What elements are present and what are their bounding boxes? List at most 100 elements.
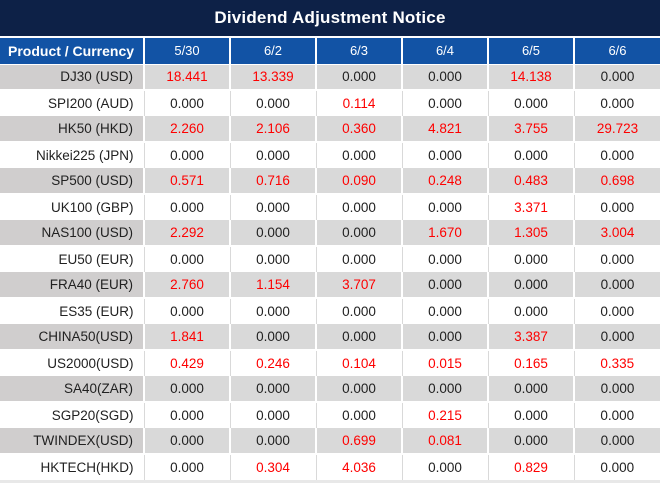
value-cell: 0.000 xyxy=(144,428,231,455)
value-cell: 0.000 xyxy=(488,90,575,116)
value-cell: 0.000 xyxy=(402,142,489,168)
product-cell: DJ30 (USD) xyxy=(0,64,145,91)
value-cell: 0.429 xyxy=(144,350,231,376)
product-cell: SA40(ZAR) xyxy=(0,376,145,403)
value-cell: 0.000 xyxy=(316,142,403,168)
value-cell: 0.000 xyxy=(574,402,660,428)
value-cell: 0.114 xyxy=(316,90,403,116)
value-cell: 0.000 xyxy=(488,142,575,168)
value-cell: 0.000 xyxy=(488,428,575,455)
value-cell: 0.000 xyxy=(230,142,317,168)
value-cell: 0.015 xyxy=(402,350,489,376)
value-cell: 3.387 xyxy=(488,324,575,351)
value-cell: 18.441 xyxy=(144,64,231,91)
value-cell: 1.841 xyxy=(144,324,231,351)
table-row: HKTECH(HKD) 0.000 0.304 4.036 0.000 0.829 0.00… xyxy=(0,454,660,480)
value-cell: 0.000 xyxy=(402,324,489,351)
value-cell: 0.000 xyxy=(144,194,231,220)
table-row: DJ30 (USD) 18.441 13.339 0.000 0.000 14.138 0.… xyxy=(0,64,660,91)
value-cell: 1.670 xyxy=(402,220,489,247)
value-cell: 0.000 xyxy=(230,90,317,116)
dividend-table: Product / Currency 5/30 6/2 6/3 6/4 6/5 6/6 D… xyxy=(0,36,660,480)
table-row: US2000(USD) 0.429 0.246 0.104 0.015 0.165 0.33… xyxy=(0,350,660,376)
value-cell: 0.000 xyxy=(144,90,231,116)
value-cell: 0.000 xyxy=(574,324,660,351)
column-header-date: 6/3 xyxy=(316,36,403,65)
product-cell: US2000(USD) xyxy=(0,350,145,376)
value-cell: 0.000 xyxy=(144,376,231,403)
value-cell: 0.000 xyxy=(316,220,403,247)
value-cell: 0.000 xyxy=(316,64,403,91)
value-cell: 2.760 xyxy=(144,272,231,299)
value-cell: 1.154 xyxy=(230,272,317,299)
value-cell: 1.305 xyxy=(488,220,575,247)
value-cell: 3.371 xyxy=(488,194,575,220)
bottom-edge-strip xyxy=(0,480,660,483)
value-cell: 0.000 xyxy=(144,402,231,428)
value-cell: 13.339 xyxy=(230,64,317,91)
column-header-date: 6/6 xyxy=(574,36,660,65)
notice-title: Dividend Adjustment Notice xyxy=(0,0,660,36)
value-cell: 0.000 xyxy=(230,428,317,455)
column-header-date: 6/2 xyxy=(230,36,317,65)
table-row: TWINDEX(USD) 0.000 0.000 0.699 0.081 0.000 0.0… xyxy=(0,428,660,455)
value-cell: 0.000 xyxy=(574,428,660,455)
value-cell: 0.000 xyxy=(488,272,575,299)
column-header-date: 6/4 xyxy=(402,36,489,65)
value-cell: 0.000 xyxy=(488,402,575,428)
value-cell: 3.004 xyxy=(574,220,660,247)
column-header-date: 6/5 xyxy=(488,36,575,65)
table-row: SA40(ZAR) 0.000 0.000 0.000 0.000 0.000 0.000 xyxy=(0,376,660,403)
value-cell: 0.246 xyxy=(230,350,317,376)
value-cell: 0.000 xyxy=(574,64,660,91)
value-cell: 3.755 xyxy=(488,116,575,143)
value-cell: 0.335 xyxy=(574,350,660,376)
product-cell: HK50 (HKD) xyxy=(0,116,145,143)
value-cell: 0.000 xyxy=(230,246,317,272)
column-header-date: 5/30 xyxy=(144,36,231,65)
value-cell: 0.000 xyxy=(402,376,489,403)
value-cell: 0.000 xyxy=(230,298,317,324)
value-cell: 0.000 xyxy=(574,376,660,403)
value-cell: 14.138 xyxy=(488,64,575,91)
product-cell: SP500 (USD) xyxy=(0,168,145,195)
value-cell: 0.000 xyxy=(230,376,317,403)
value-cell: 0.000 xyxy=(402,272,489,299)
value-cell: 0.000 xyxy=(144,454,231,480)
table-row: ES35 (EUR) 0.000 0.000 0.000 0.000 0.000 0.000 xyxy=(0,298,660,324)
value-cell: 0.000 xyxy=(574,454,660,480)
table-row: SP500 (USD) 0.571 0.716 0.090 0.248 0.483 0.69… xyxy=(0,168,660,195)
value-cell: 0.829 xyxy=(488,454,575,480)
value-cell: 4.821 xyxy=(402,116,489,143)
value-cell: 0.000 xyxy=(316,246,403,272)
table-header-row: Product / Currency 5/30 6/2 6/3 6/4 6/5 6/6 xyxy=(0,36,660,65)
value-cell: 3.707 xyxy=(316,272,403,299)
table-row: EU50 (EUR) 0.000 0.000 0.000 0.000 0.000 0.000 xyxy=(0,246,660,272)
value-cell: 0.000 xyxy=(230,220,317,247)
product-cell: SGP20(SGD) xyxy=(0,402,145,428)
value-cell: 0.000 xyxy=(402,454,489,480)
value-cell: 0.104 xyxy=(316,350,403,376)
product-cell: HKTECH(HKD) xyxy=(0,454,145,480)
value-cell: 0.000 xyxy=(402,90,489,116)
value-cell: 0.698 xyxy=(574,168,660,195)
value-cell: 2.292 xyxy=(144,220,231,247)
value-cell: 0.000 xyxy=(144,246,231,272)
value-cell: 0.000 xyxy=(402,194,489,220)
value-cell: 2.106 xyxy=(230,116,317,143)
product-cell: CHINA50(USD) xyxy=(0,324,145,351)
product-cell: EU50 (EUR) xyxy=(0,246,145,272)
product-cell: SPI200 (AUD) xyxy=(0,90,145,116)
value-cell: 0.000 xyxy=(316,402,403,428)
value-cell: 0.000 xyxy=(488,376,575,403)
table-row: SPI200 (AUD) 0.000 0.000 0.114 0.000 0.000 0.0… xyxy=(0,90,660,116)
value-cell: 0.090 xyxy=(316,168,403,195)
value-cell: 0.165 xyxy=(488,350,575,376)
value-cell: 0.000 xyxy=(316,376,403,403)
value-cell: 29.723 xyxy=(574,116,660,143)
product-cell: TWINDEX(USD) xyxy=(0,428,145,455)
value-cell: 0.000 xyxy=(402,64,489,91)
table-row: FRA40 (EUR) 2.760 1.154 3.707 0.000 0.000 0.00… xyxy=(0,272,660,299)
table-row: SGP20(SGD) 0.000 0.000 0.000 0.215 0.000 0.000 xyxy=(0,402,660,428)
